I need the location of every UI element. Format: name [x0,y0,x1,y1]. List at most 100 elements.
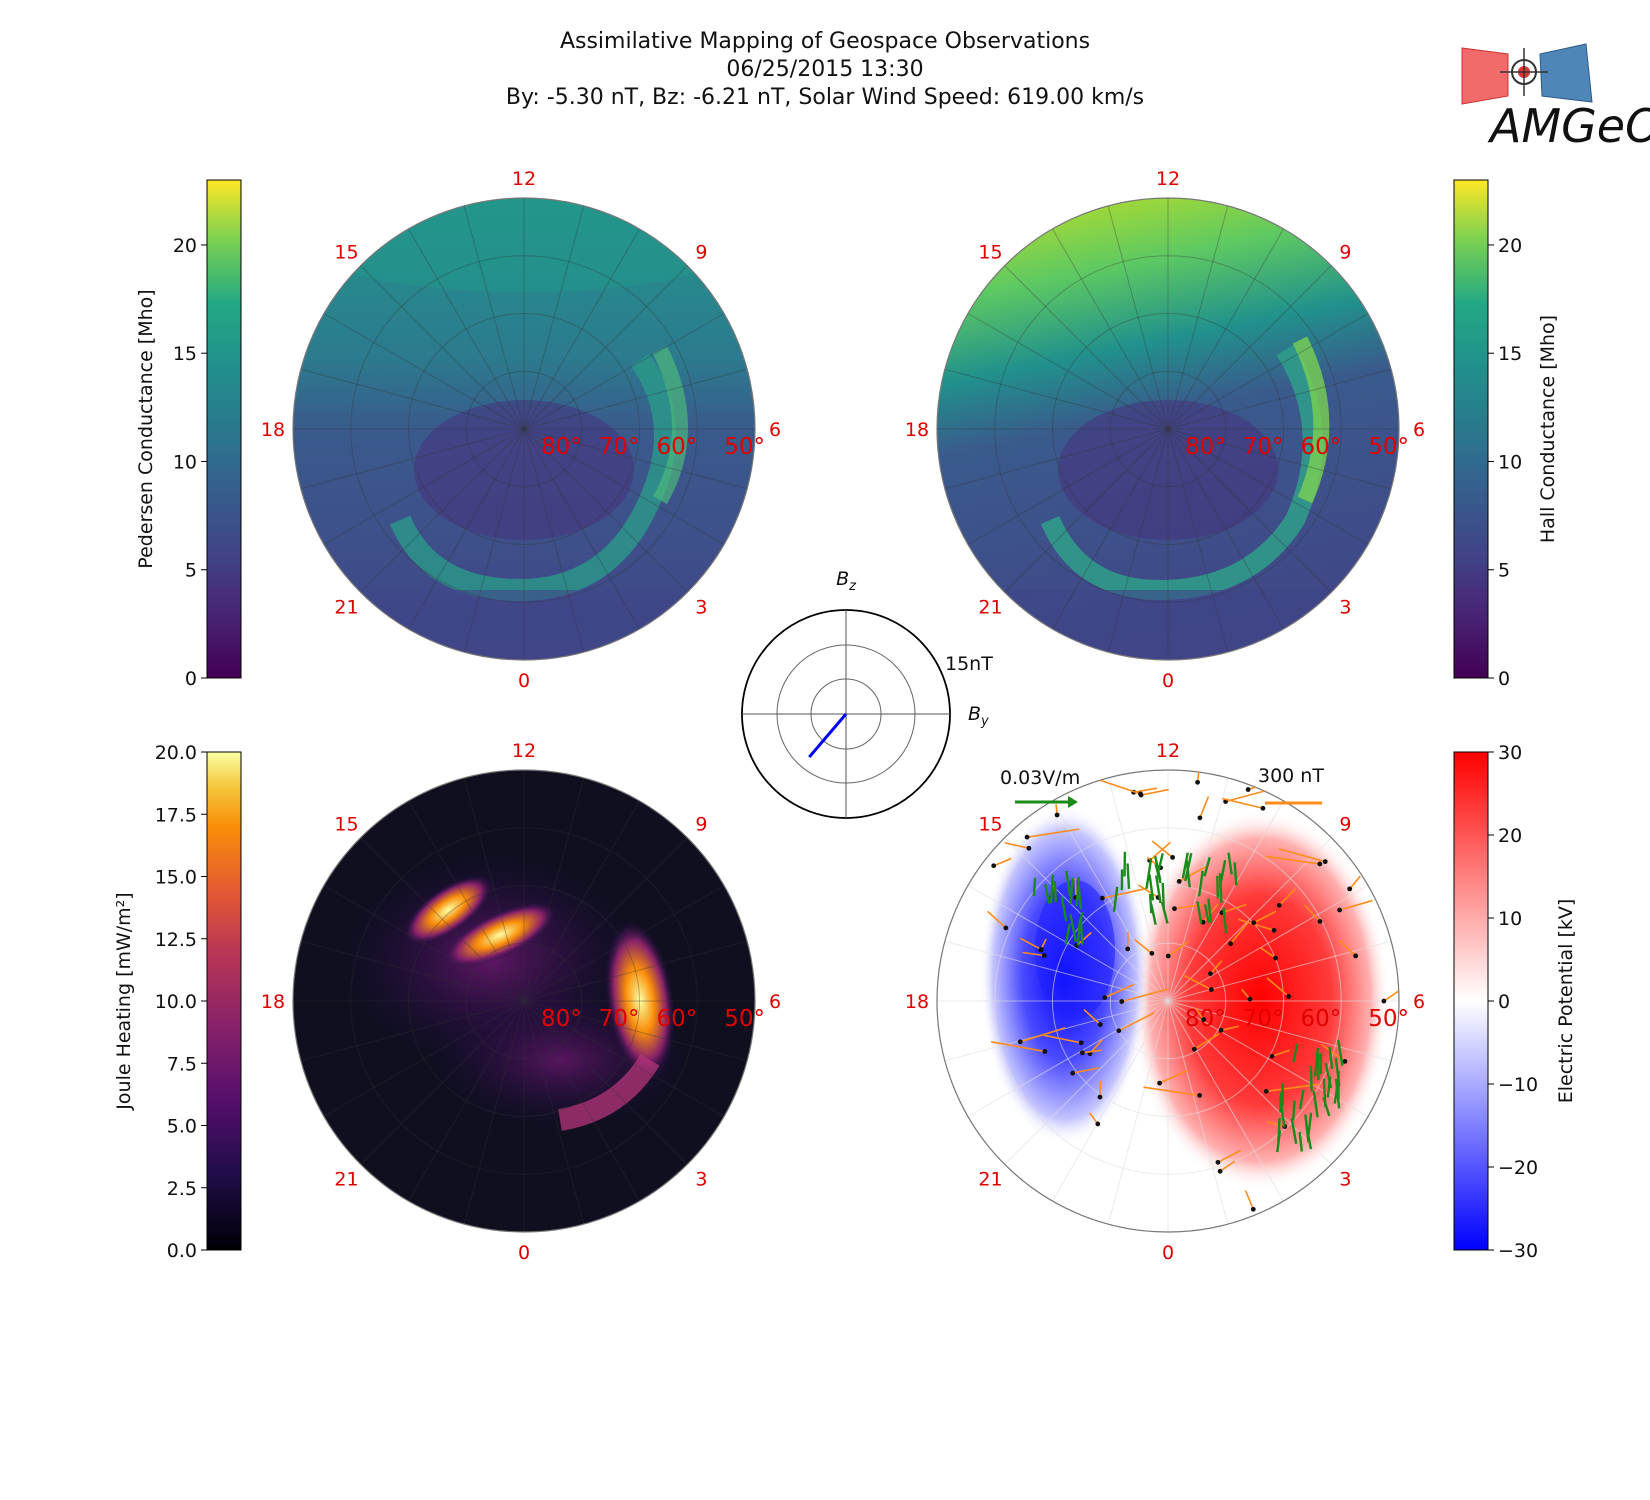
mlt-spoke [1052,800,1169,1002]
obs-point [1273,955,1278,961]
mlt-spoke [408,1000,525,1202]
obs-point [1116,1028,1122,1034]
efield-vector [1322,1097,1331,1117]
bfield-vector [1159,1069,1189,1084]
mlt-spoke [1004,1000,1169,1165]
imf-clock: Bz By 15nT [741,568,993,819]
mlt-spoke [360,265,525,430]
figure-date: 06/25/2015 13:30 [726,57,923,82]
bfield-vector [987,910,1007,929]
mlt-spoke [1004,428,1169,593]
obs-point [1176,878,1182,884]
mlt-label: 9 [695,242,707,264]
potential-colorbar-label: Electric Potential [kV] [1555,899,1577,1104]
lat-circle [994,255,1342,603]
colorbar-tick-label: 15 [173,343,197,365]
efield-vector [1148,893,1153,914]
mlt-spoke [1167,1000,1284,1202]
bfield-legend-label: 300 nT [1258,765,1324,787]
obs-point [1337,907,1342,913]
efield-vector [1328,1046,1334,1070]
bfield-vector [1266,1120,1285,1128]
efield-vector [1160,901,1169,924]
efield-vector [1156,853,1164,875]
bfield-vector [993,857,1012,867]
mlt-label: 12 [1156,740,1180,762]
efield-vector [1203,904,1210,923]
mlt-label: 6 [1413,419,1425,441]
bfield-vector [1199,796,1210,819]
mlt-spoke [967,428,1169,545]
efield-vector [1154,856,1162,881]
bfield-vector [1022,951,1045,957]
obs-point [1017,1039,1023,1045]
lat-label: 70° [1243,434,1284,460]
mlt-spoke [523,800,640,1002]
bfield-vector [1072,1067,1099,1074]
efield-vector [1298,1089,1305,1110]
obs-point [1322,859,1328,865]
mlt-spoke [408,800,525,1002]
bfield-vector [1074,878,1077,898]
bfield-vector [1264,855,1320,865]
hall-colorbar: 0 5 10 15 20 Hall Conductance [Mho] [1453,179,1559,690]
efield-vector [1197,870,1204,897]
mlt-spoke [463,777,525,1002]
efield-vector [1196,901,1203,924]
mlt-label: 18 [261,991,285,1013]
efield-vector [1309,1065,1313,1092]
mlt-spoke [523,368,748,430]
mlt-spoke [323,885,525,1002]
bfield-vector [1219,1160,1236,1172]
mlt-spoke [1107,777,1169,1002]
efield-vector [1065,870,1072,897]
efield-vector [1075,876,1081,907]
mlt-label: 21 [978,1168,1002,1190]
lat-circle [1109,370,1227,488]
obs-point [1215,1159,1221,1165]
efield-vector [1298,1131,1304,1152]
obs-point [1070,1070,1076,1076]
lat-label: 70° [599,434,640,460]
mlt-spoke [523,1000,725,1117]
lat-circle [465,942,583,1060]
obs-point [1191,1046,1197,1052]
obs-point [1095,1121,1101,1127]
colorbar-tick-label: 12.5 [155,929,197,951]
mlt-spoke [1167,800,1284,1002]
imf-vector [808,713,848,759]
efield-vector [1227,852,1233,875]
colorbar-tick-label: −10 [1498,1074,1538,1096]
mlt-spoke [523,428,725,545]
efield-vector [1203,856,1211,877]
colorbar-tick-label: 10 [1498,451,1522,473]
bfield-vector [1278,848,1326,863]
mlt-spoke [523,428,640,630]
mlt-spoke [323,1000,525,1117]
mlt-spoke [1167,1000,1332,1165]
lat-circle [465,370,583,488]
bfield-vector [1220,1025,1239,1032]
mlt-spoke [300,940,525,1002]
efield-vector [1053,881,1058,903]
obs-point [1172,906,1177,912]
mlt-spoke [1107,428,1169,653]
efield-vector [1207,898,1213,923]
mlt-spoke [323,313,525,430]
obs-point [1247,996,1253,1002]
bfield-vector [1133,787,1158,794]
mlt-spoke [323,428,525,545]
colorbar-tick-label: 0 [1498,668,1510,690]
obs-point [1218,1027,1224,1033]
bfield-vector [1304,904,1321,922]
obs-point [1195,779,1200,785]
obs-point [1208,971,1213,977]
mlt-label: 18 [261,419,285,441]
colorbar-tick-label: 30 [1498,742,1522,764]
obs-point [1197,1092,1202,1098]
mlt-spoke [523,1000,585,1225]
mlt-label: 18 [905,419,929,441]
mlt-label: 12 [1156,168,1180,190]
mlt-spoke [1167,1000,1229,1225]
efield-vector [1233,862,1238,886]
